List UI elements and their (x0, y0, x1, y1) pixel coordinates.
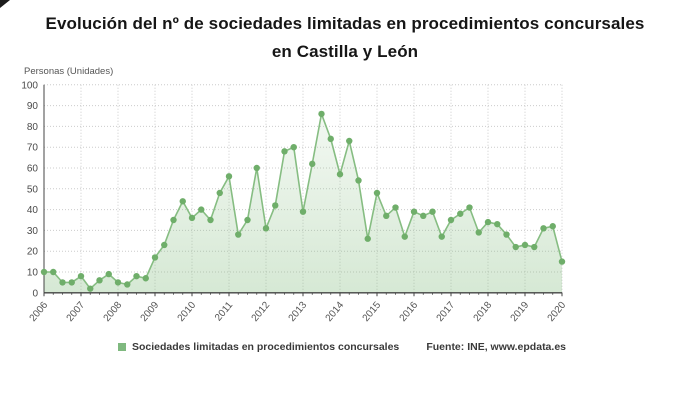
data-point (299, 208, 307, 215)
data-point (327, 135, 334, 143)
data-point (521, 241, 529, 249)
data-point (438, 233, 445, 240)
svg-text:50: 50 (27, 184, 39, 195)
data-point (281, 148, 288, 155)
data-point (364, 235, 371, 242)
data-point (392, 204, 399, 211)
data-point (105, 270, 112, 278)
data-point (59, 279, 66, 286)
legend-row: Sociedades limitadas en procedimientos c… (118, 341, 566, 353)
x-tick-label: 2018 (472, 300, 495, 324)
data-point (170, 216, 177, 224)
data-point (235, 231, 242, 238)
data-point (558, 258, 566, 265)
x-tick-label: 2015 (361, 300, 384, 324)
svg-text:40: 40 (27, 205, 39, 216)
x-tick-label: 2008 (102, 300, 125, 324)
data-point (540, 225, 547, 232)
data-point (142, 275, 149, 282)
data-point (179, 198, 186, 205)
data-point (50, 268, 57, 276)
data-point (96, 277, 103, 284)
legend-item: Sociedades limitadas en procedimientos c… (118, 341, 399, 353)
svg-text:80: 80 (27, 122, 39, 133)
data-point (151, 254, 159, 261)
data-point (410, 208, 418, 215)
data-point (244, 216, 251, 224)
data-point (318, 110, 325, 118)
source-text: Fuente: INE, www.epdata.es (426, 341, 566, 353)
x-tick-label: 2011 (213, 300, 236, 324)
data-point (290, 144, 297, 151)
data-point (262, 225, 270, 232)
data-point (512, 243, 519, 251)
data-point (355, 177, 362, 184)
data-point (401, 233, 408, 240)
data-point (87, 285, 94, 292)
data-point (225, 173, 233, 180)
x-tick-label: 2019 (509, 300, 532, 324)
data-point (336, 171, 344, 178)
data-point (531, 243, 538, 251)
data-point (457, 210, 464, 217)
y-axis-title: Personas (Unidades) (24, 66, 114, 77)
data-point (188, 214, 196, 222)
data-point (272, 202, 279, 209)
data-point (207, 216, 214, 224)
data-point (77, 272, 85, 280)
x-tick-label: 2020 (546, 300, 569, 324)
x-tick-label: 2007 (65, 300, 88, 324)
data-point (447, 216, 455, 224)
svg-text:60: 60 (27, 164, 39, 175)
x-tick-label: 2016 (398, 300, 421, 324)
data-point (198, 206, 205, 213)
svg-text:100: 100 (21, 80, 38, 91)
x-tick-label: 2006 (28, 300, 51, 324)
data-point (309, 160, 316, 168)
data-point (114, 279, 122, 286)
data-point (429, 208, 436, 215)
svg-text:30: 30 (27, 226, 39, 237)
legend-swatch-icon (118, 343, 126, 351)
data-point (68, 279, 75, 286)
data-point (373, 189, 381, 197)
data-point (133, 272, 140, 280)
svg-text:10: 10 (27, 268, 39, 279)
data-point (466, 204, 473, 211)
svg-text:0: 0 (32, 288, 38, 299)
x-tick-label: 2009 (139, 300, 162, 324)
corner-mark (0, 0, 10, 8)
data-point (383, 212, 390, 220)
svg-text:70: 70 (27, 143, 39, 154)
x-tick-label: 2010 (176, 300, 199, 324)
x-tick-label: 2013 (287, 300, 310, 324)
page-title: Evolución del nº de sociedades limitadas… (45, 14, 645, 61)
x-tick-label: 2012 (250, 300, 273, 324)
data-point (216, 189, 223, 197)
data-point (40, 268, 48, 276)
data-point (253, 164, 260, 172)
x-tick-label: 2017 (435, 300, 458, 324)
data-point (549, 223, 556, 230)
data-point (484, 218, 492, 226)
x-tick-label: 2014 (324, 300, 347, 324)
data-point (503, 231, 510, 238)
data-point (124, 281, 131, 288)
svg-text:90: 90 (27, 101, 39, 112)
data-point (420, 212, 427, 220)
data-point (346, 137, 353, 145)
data-point (475, 229, 482, 236)
data-point (494, 220, 501, 228)
data-point (161, 241, 168, 249)
svg-text:20: 20 (27, 247, 39, 258)
legend-label: Sociedades limitadas en procedimientos c… (132, 341, 400, 353)
